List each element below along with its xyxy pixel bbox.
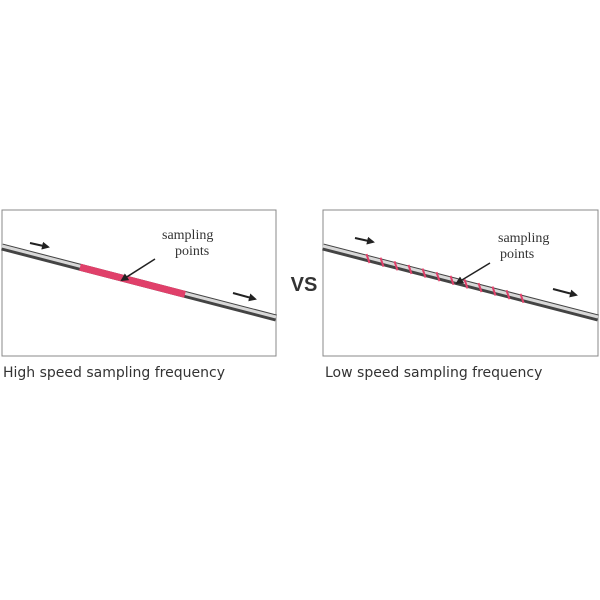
sampling-point	[379, 257, 385, 268]
right-panel: sampling points Low speed sampling frequ…	[322, 209, 599, 381]
sampling-point	[449, 275, 455, 286]
sampling-point	[393, 261, 399, 271]
sampling-point	[463, 279, 469, 289]
sampling-point	[421, 268, 427, 278]
sampling-point	[407, 264, 413, 275]
direction-arrow	[354, 236, 375, 245]
caption: Low speed sampling frequency	[325, 365, 542, 381]
direction-arrow	[552, 288, 578, 298]
caption: High speed sampling frequency	[3, 365, 225, 381]
annotation: sampling	[162, 228, 213, 243]
left-panel: sampling points High speed sampling freq…	[1, 209, 277, 381]
annotation: points	[175, 244, 209, 259]
sampling-point	[505, 289, 511, 300]
sampling-point	[491, 286, 497, 296]
sampling-point	[435, 271, 441, 282]
separator: VS	[291, 274, 318, 296]
sampling-point	[519, 293, 525, 304]
annotation: sampling	[498, 231, 549, 246]
annotation: points	[500, 247, 534, 262]
direction-arrow	[232, 292, 257, 302]
annotation-arrow	[120, 258, 156, 282]
sampling-band	[79, 263, 186, 298]
sampling-point	[477, 282, 483, 293]
annotation-arrow	[455, 262, 491, 285]
sampling-point	[365, 253, 371, 264]
direction-arrow	[29, 241, 50, 250]
